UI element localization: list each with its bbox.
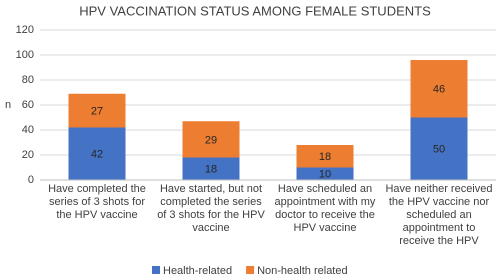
x-tick-label: Have started, but not completed the seri… xyxy=(157,183,265,234)
y-tick-label: 80 xyxy=(22,74,34,86)
bar-segment xyxy=(296,145,354,168)
y-tick-label: 0 xyxy=(28,174,34,186)
legend-swatch xyxy=(246,266,255,274)
x-tick-label-box: Have scheduled an appointment with my do… xyxy=(274,183,376,234)
bar-segment xyxy=(410,60,468,118)
y-tick-label: 120 xyxy=(16,24,34,36)
legend-swatch xyxy=(152,266,160,274)
bar-segment xyxy=(182,121,240,158)
data-label: 29 xyxy=(205,134,217,146)
x-tick-label-box: Have neither received the HPV vaccine no… xyxy=(385,183,493,245)
data-label: 18 xyxy=(319,151,331,163)
y-axis-label: n xyxy=(5,99,11,111)
bar-segment xyxy=(182,157,240,180)
data-label: 50 xyxy=(433,144,445,156)
legend-label: Non-health related xyxy=(257,265,348,277)
x-tick-label-box: Have started, but not completed the seri… xyxy=(157,183,265,234)
y-tick-label: 40 xyxy=(22,124,34,136)
data-label: 46 xyxy=(433,84,445,96)
data-label: 27 xyxy=(91,106,103,118)
x-tick-label: Have scheduled an appointment with my do… xyxy=(274,183,376,234)
x-tick-label: Have neither received the HPV vaccine no… xyxy=(385,183,493,245)
bar-segment xyxy=(410,117,468,180)
data-label: 18 xyxy=(205,164,217,176)
chart-title: HPV VACCINATION STATUS AMONG FEMALE STUD… xyxy=(79,3,431,18)
x-tick-label: Have completed the series of 3 shots for… xyxy=(48,183,146,221)
data-label: 10 xyxy=(319,169,331,181)
bar-segment xyxy=(68,93,126,128)
y-tick-label: 20 xyxy=(22,149,34,161)
y-tick-label: 100 xyxy=(16,49,34,61)
legend-label: Health-related xyxy=(163,265,232,277)
bar-segment xyxy=(68,127,126,180)
x-tick-label-box: Have completed the series of 3 shots for… xyxy=(48,183,146,221)
data-label: 42 xyxy=(91,149,103,161)
y-tick-label: 60 xyxy=(22,99,34,111)
bar-segment xyxy=(296,167,354,180)
